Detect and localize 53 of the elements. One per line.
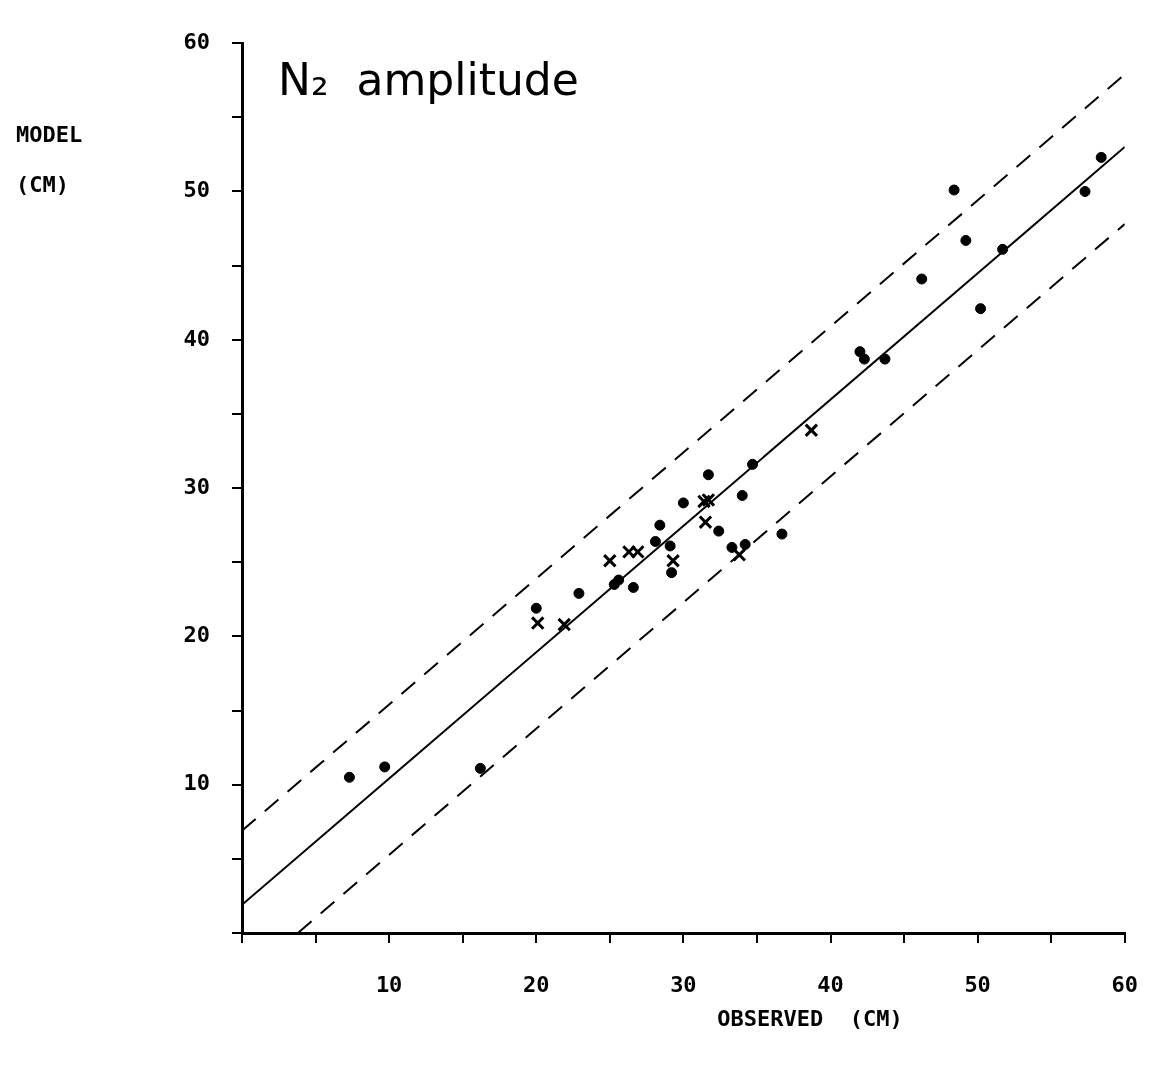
point [804, 423, 819, 438]
point [713, 525, 725, 537]
y-tick-label: 30 [183, 473, 210, 499]
point [474, 762, 486, 774]
y-tick-label: 60 [183, 28, 210, 54]
point [726, 541, 738, 553]
point [677, 497, 689, 509]
x-tick-label: 50 [964, 971, 991, 997]
x-tick-label: 60 [1111, 971, 1138, 997]
point [649, 535, 661, 547]
point [654, 519, 666, 531]
point [696, 494, 712, 509]
x-tick-label: 10 [375, 971, 403, 997]
point [916, 273, 928, 285]
point [664, 540, 676, 552]
point [343, 771, 355, 783]
point [602, 553, 617, 568]
x-tick-label: 40 [817, 971, 844, 997]
point [1095, 151, 1107, 163]
y-tick-label: 10 [183, 770, 210, 796]
point [621, 544, 637, 560]
point [997, 243, 1009, 255]
y-axis-title: MODEL (CM) [16, 121, 83, 197]
point [573, 587, 585, 599]
point [858, 353, 870, 365]
point [960, 234, 972, 246]
point [1079, 186, 1091, 197]
point [630, 544, 645, 560]
x-axis-title: OBSERVED (CM) [717, 1005, 903, 1031]
point [666, 567, 678, 579]
point [732, 547, 747, 562]
point [698, 515, 713, 530]
point [747, 458, 759, 470]
x-tick-label: 30 [670, 971, 697, 997]
point [557, 617, 572, 632]
point [627, 581, 639, 593]
point [776, 528, 788, 540]
point [879, 353, 891, 365]
point [736, 490, 748, 502]
point [530, 615, 545, 631]
point [379, 761, 391, 773]
y-tick-label: 50 [183, 177, 210, 203]
point [948, 184, 960, 196]
point [613, 574, 625, 586]
chart-title: N₂ amplitude [278, 54, 579, 106]
x-tick-label: 20 [523, 971, 550, 997]
point [665, 553, 681, 568]
y-tick-label: 20 [183, 622, 210, 648]
point [702, 469, 714, 481]
point [739, 538, 751, 550]
point [530, 602, 542, 614]
y-tick-label: 40 [183, 325, 210, 351]
point [975, 303, 987, 315]
